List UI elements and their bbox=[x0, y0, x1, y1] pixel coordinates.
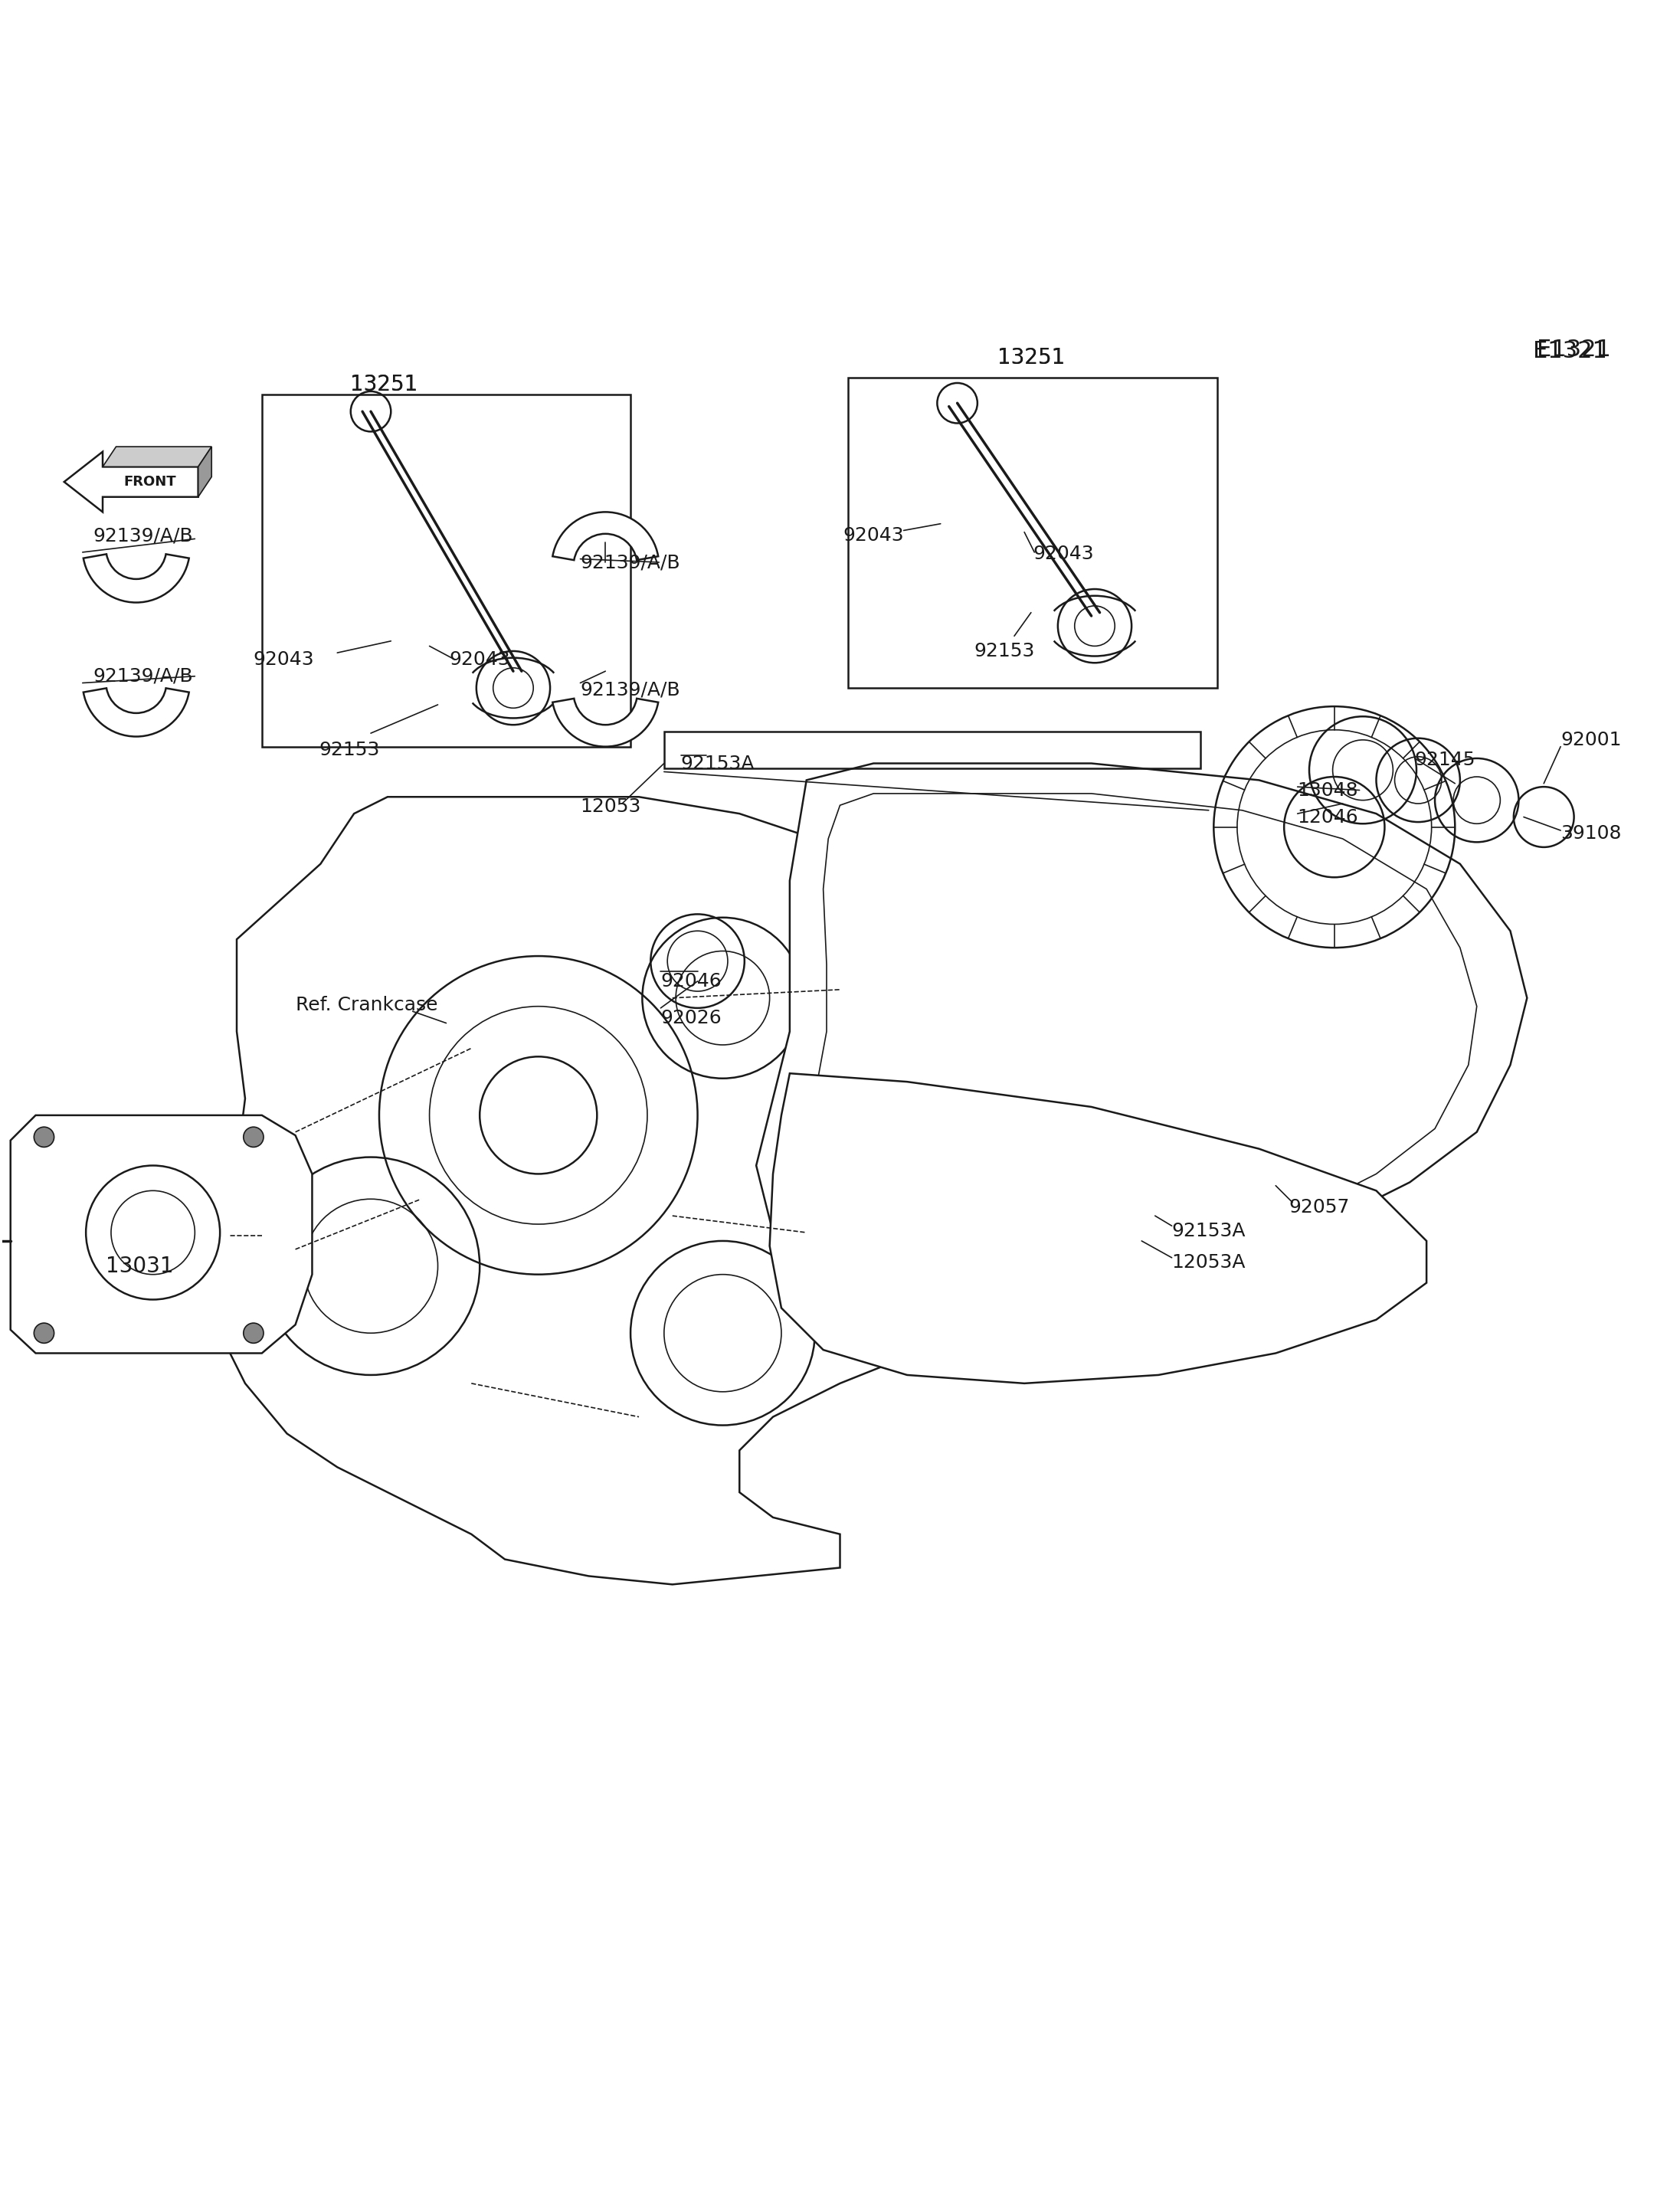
Text: 92153: 92153 bbox=[319, 740, 380, 760]
Text: 12053A: 12053A bbox=[1171, 1254, 1247, 1272]
Polygon shape bbox=[10, 1116, 312, 1353]
Text: 92145: 92145 bbox=[1415, 751, 1475, 769]
Wedge shape bbox=[553, 699, 659, 747]
Text: 92046: 92046 bbox=[660, 971, 722, 991]
Text: 92139/A/B: 92139/A/B bbox=[580, 554, 680, 571]
Text: 92153A: 92153A bbox=[1171, 1222, 1247, 1239]
Polygon shape bbox=[756, 762, 1527, 1296]
Text: 92043: 92043 bbox=[252, 650, 314, 668]
Text: 92153: 92153 bbox=[974, 642, 1035, 661]
Text: PARTS: PARTS bbox=[660, 1004, 753, 1033]
Circle shape bbox=[34, 1127, 54, 1147]
Bar bbox=[664, 732, 1200, 769]
Text: OEM: OEM bbox=[610, 894, 803, 969]
Wedge shape bbox=[84, 554, 188, 602]
Text: 92153A: 92153A bbox=[680, 754, 754, 773]
Bar bbox=[848, 378, 1216, 688]
Text: 13251: 13251 bbox=[998, 347, 1065, 369]
Text: E1321: E1321 bbox=[1534, 341, 1608, 363]
Text: E1321: E1321 bbox=[1537, 338, 1611, 360]
Text: 92026: 92026 bbox=[660, 1008, 722, 1028]
Text: 39108: 39108 bbox=[1561, 824, 1621, 844]
Wedge shape bbox=[84, 688, 188, 736]
Text: 92043: 92043 bbox=[1033, 545, 1094, 562]
Text: 12053: 12053 bbox=[580, 798, 642, 815]
Wedge shape bbox=[553, 512, 659, 560]
Text: 92139/A/B: 92139/A/B bbox=[92, 527, 193, 545]
Polygon shape bbox=[769, 1074, 1426, 1384]
Polygon shape bbox=[64, 453, 198, 512]
Text: 12046: 12046 bbox=[1297, 808, 1359, 826]
Circle shape bbox=[34, 1323, 54, 1342]
Text: 13251: 13251 bbox=[351, 373, 418, 395]
Text: 13251: 13251 bbox=[351, 373, 418, 395]
Text: 13251: 13251 bbox=[998, 347, 1065, 369]
Circle shape bbox=[244, 1323, 264, 1342]
Text: MOTORCYCLE: MOTORCYCLE bbox=[605, 967, 808, 995]
Text: 92043: 92043 bbox=[450, 650, 511, 668]
Text: 92043: 92043 bbox=[843, 527, 904, 545]
Text: 13048: 13048 bbox=[1297, 780, 1359, 800]
Text: 92057: 92057 bbox=[1289, 1197, 1351, 1217]
Bar bbox=[262, 395, 630, 747]
Text: Ref. Crankcase: Ref. Crankcase bbox=[296, 995, 437, 1013]
Polygon shape bbox=[220, 798, 1208, 1584]
Polygon shape bbox=[806, 793, 1477, 1265]
Text: 13031: 13031 bbox=[106, 1254, 173, 1276]
Text: 92139/A/B: 92139/A/B bbox=[92, 668, 193, 685]
Circle shape bbox=[244, 1127, 264, 1147]
Text: 92139/A/B: 92139/A/B bbox=[580, 681, 680, 699]
Text: FRONT: FRONT bbox=[123, 475, 176, 488]
Text: 92001: 92001 bbox=[1561, 732, 1621, 749]
Polygon shape bbox=[198, 446, 212, 497]
Polygon shape bbox=[102, 446, 212, 466]
